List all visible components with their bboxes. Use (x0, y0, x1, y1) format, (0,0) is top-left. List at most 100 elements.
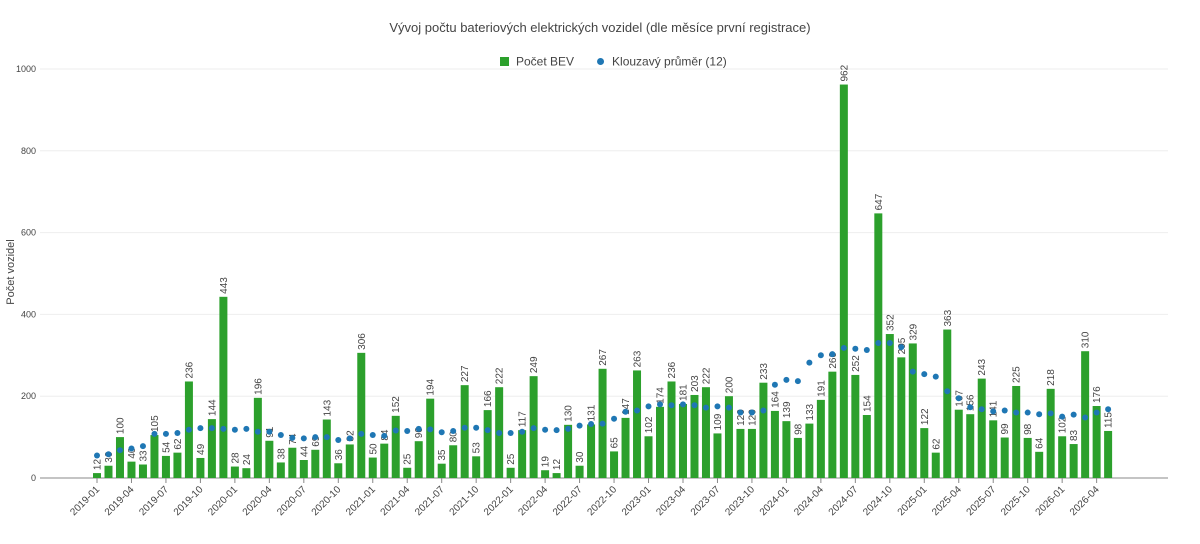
bar-value-label: 130 (564, 405, 575, 422)
bar-value-label: 174 (656, 387, 667, 404)
average-dot (415, 425, 422, 432)
bar (575, 465, 584, 478)
bar (311, 449, 320, 478)
average-dot (921, 371, 928, 378)
bar-value-label: 122 (920, 408, 931, 425)
bar (150, 435, 159, 478)
bar-value-label: 40 (127, 447, 138, 459)
legend-label: Klouzavý průměr (12) (612, 55, 727, 69)
bar (426, 398, 435, 478)
bar-value-label: 203 (690, 375, 701, 392)
bar (564, 424, 573, 478)
average-dot (691, 402, 698, 409)
bar (782, 421, 791, 478)
bar (621, 417, 630, 478)
average-dot (346, 435, 353, 442)
average-dot (634, 407, 641, 414)
bar-value-label: 53 (472, 442, 483, 454)
x-tick-label: 2024-01 (758, 484, 792, 518)
bar (943, 329, 952, 478)
x-tick-label: 2020-10 (310, 484, 344, 518)
x-tick-label: 2025-07 (965, 484, 999, 518)
average-dot (335, 436, 342, 443)
bar-value-label: 49 (196, 443, 207, 455)
bar-value-label: 69 (311, 435, 322, 447)
average-dot (599, 420, 606, 427)
bar (1023, 437, 1032, 478)
bar (1000, 437, 1009, 478)
bar (449, 445, 458, 478)
average-dot (645, 403, 652, 410)
bar-value-label: 120 (747, 409, 758, 426)
x-tick-label: 2026-01 (1034, 484, 1068, 518)
x-tick-label: 2024-04 (792, 484, 826, 518)
average-dot (1070, 411, 1077, 418)
average-dot (323, 434, 330, 441)
average-dot (588, 421, 595, 428)
average-dot (565, 425, 572, 432)
average-dot (817, 352, 824, 359)
average-dot (1047, 410, 1054, 417)
bar-value-label: 64 (1035, 437, 1046, 449)
average-dot (944, 388, 951, 395)
bar-value-label: 222 (701, 367, 712, 384)
bar (816, 399, 825, 478)
bar (920, 428, 929, 478)
bar (483, 410, 492, 478)
bar (989, 420, 998, 478)
bar-value-label: 143 (322, 399, 333, 416)
x-tick-label: 2021-01 (344, 484, 378, 518)
average-dot (955, 395, 962, 402)
average-dot (185, 426, 192, 433)
average-dot (553, 427, 560, 434)
average-dot (438, 429, 445, 436)
bar-value-label: 80 (449, 431, 460, 443)
bar-value-label: 267 (598, 349, 609, 366)
bar-value-label: 100 (115, 417, 126, 434)
average-dot (932, 373, 939, 380)
average-dot (829, 351, 836, 358)
bar-value-label: 115 (1104, 412, 1115, 428)
bar-value-label: 62 (173, 438, 184, 450)
bar (207, 419, 216, 478)
bar-value-label: 181 (678, 384, 689, 401)
x-tick-label: 2023-01 (620, 484, 654, 518)
average-dot (473, 424, 480, 431)
bar-value-label: 120 (736, 409, 747, 426)
average-dot (1059, 413, 1066, 420)
y-tick-label: 400 (21, 309, 36, 319)
bar (897, 357, 906, 478)
legend-swatch (597, 58, 605, 65)
bar (380, 443, 389, 478)
y-tick-label: 800 (21, 146, 36, 156)
average-dot (771, 381, 778, 388)
bar-value-label: 44 (299, 445, 310, 457)
average-dot (576, 422, 583, 429)
bar-value-label: 117 (518, 411, 529, 427)
average-dot (1093, 409, 1100, 416)
bar-value-label: 33 (138, 450, 149, 462)
bar-value-label: 443 (219, 277, 230, 294)
average-dot (978, 406, 985, 413)
bar-value-label: 310 (1081, 331, 1092, 348)
bar-value-label: 35 (437, 449, 448, 461)
average-dot (369, 432, 376, 439)
x-tick-label: 2019-04 (103, 484, 137, 518)
average-dot (806, 359, 813, 366)
x-tick-label: 2019-10 (172, 484, 206, 518)
legend-swatch (500, 57, 509, 66)
bar (828, 371, 837, 478)
average-dot (312, 434, 319, 441)
average-dot (1013, 409, 1020, 416)
bar-value-label: 236 (184, 361, 195, 378)
y-tick-label: 600 (21, 228, 36, 238)
bar-value-label: 263 (633, 350, 644, 367)
bar-value-label: 12 (93, 459, 104, 471)
average-dot (783, 376, 790, 383)
average-dot (461, 424, 468, 431)
bar-value-label: 62 (931, 438, 942, 450)
bar-value-label: 19 (541, 456, 552, 468)
bar-value-label: 260 (828, 352, 839, 369)
bar-value-label: 154 (862, 395, 873, 412)
bar (724, 396, 733, 478)
